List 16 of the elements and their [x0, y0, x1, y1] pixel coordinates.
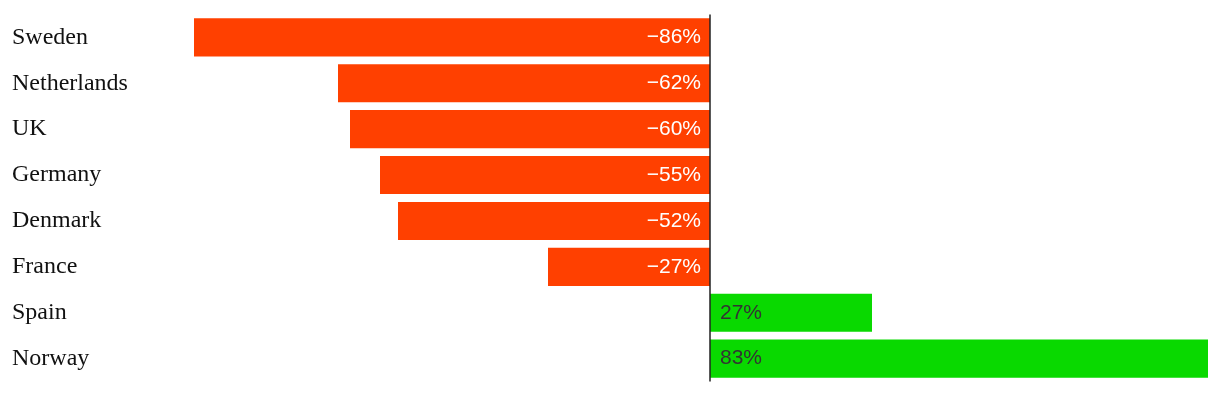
data-label: −62%	[646, 70, 701, 94]
y-tick-label: Denmark	[12, 206, 102, 233]
data-label: −55%	[646, 161, 701, 185]
data-label: −27%	[646, 253, 701, 277]
data-label: −86%	[646, 24, 701, 48]
data-label: 83%	[720, 345, 763, 369]
data-label: −60%	[646, 115, 701, 139]
y-tick-label: France	[12, 252, 78, 279]
data-label: −52%	[646, 207, 701, 231]
y-tick-label: Norway	[12, 343, 90, 370]
y-tick-label: UK	[12, 114, 48, 141]
y-tick-label: Netherlands	[12, 68, 128, 95]
y-tick-label: Sweden	[12, 22, 88, 49]
data-label: 27%	[720, 299, 763, 323]
y-tick-label: Germany	[12, 160, 102, 187]
y-tick-label: Spain	[12, 298, 67, 325]
